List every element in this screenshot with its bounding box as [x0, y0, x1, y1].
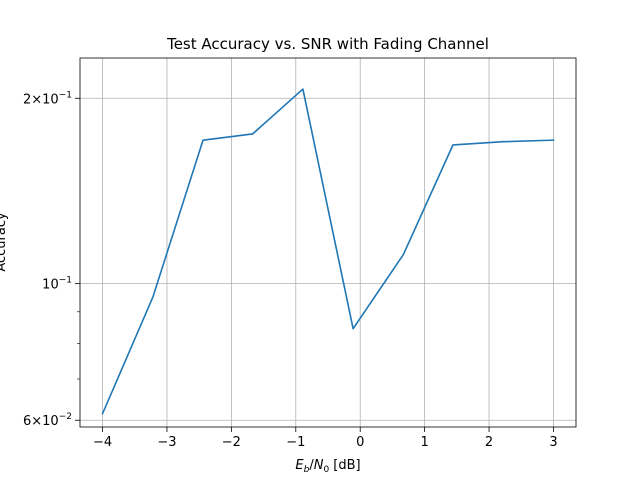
x-tick-label: 0: [356, 435, 364, 450]
y-axis-title: Accuracy: [0, 212, 9, 272]
y-tick-label: 6×10−2: [23, 412, 72, 429]
x-tick-label: −1: [286, 435, 305, 450]
x-tick-label: −4: [93, 435, 112, 450]
grid-lines: [80, 58, 576, 427]
x-tick-label: −2: [222, 435, 241, 450]
x-axis-ticks: −4 −3 −2 −1 0 1 2 3: [93, 427, 558, 450]
series-layer: [101, 88, 555, 415]
x-axis-title: Eb/N0 [dB]: [295, 458, 360, 475]
accuracy-series-line: [101, 88, 555, 415]
y-tick-label: 2×10−1: [23, 90, 72, 107]
plot-frame: [79, 57, 577, 428]
x-tick-label: −3: [157, 435, 176, 450]
plot-area: [80, 58, 576, 427]
y-tick-label: 10−1: [42, 276, 72, 293]
chart-title: Test Accuracy vs. SNR with Fading Channe…: [166, 35, 489, 53]
y-axis-ticks: 6×10−2 10−1 2×10−1: [23, 90, 80, 429]
x-tick-label: 1: [420, 435, 428, 450]
x-tick-label: 2: [485, 435, 493, 450]
x-tick-label: 3: [549, 435, 557, 450]
